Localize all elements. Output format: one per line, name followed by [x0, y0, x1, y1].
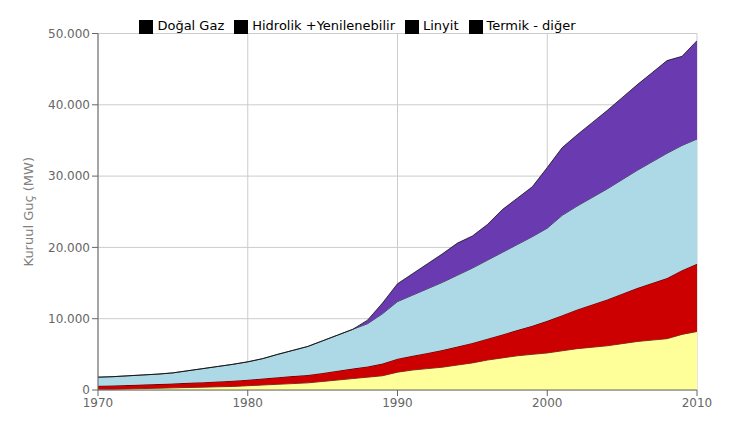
svg-text:30.000: 30.000	[48, 169, 90, 183]
svg-text:50.000: 50.000	[48, 27, 90, 41]
html-text:Linyit: Linyit	[423, 18, 459, 33]
svg-text:1990: 1990	[382, 396, 413, 410]
svg-text:2010: 2010	[682, 396, 713, 410]
html-text:Termik - diğer: Termik - diğer	[486, 18, 576, 33]
svg-text:40.000: 40.000	[48, 98, 90, 112]
svg-text:1970: 1970	[83, 396, 114, 410]
svg-text:2000: 2000	[532, 396, 563, 410]
svg-text:1980: 1980	[232, 396, 263, 410]
svg-text:20.000: 20.000	[48, 241, 90, 255]
html-text:Doğal Gaz: Doğal Gaz	[157, 18, 225, 33]
html-text:Hidrolik +Yenilenebilir: Hidrolik +Yenilenebilir	[252, 18, 395, 33]
svg-text:Kuruul Guç (MW): Kuruul Guç (MW)	[21, 157, 36, 267]
svg-text:10.000: 10.000	[48, 312, 90, 326]
svg-text:0: 0	[82, 383, 90, 397]
